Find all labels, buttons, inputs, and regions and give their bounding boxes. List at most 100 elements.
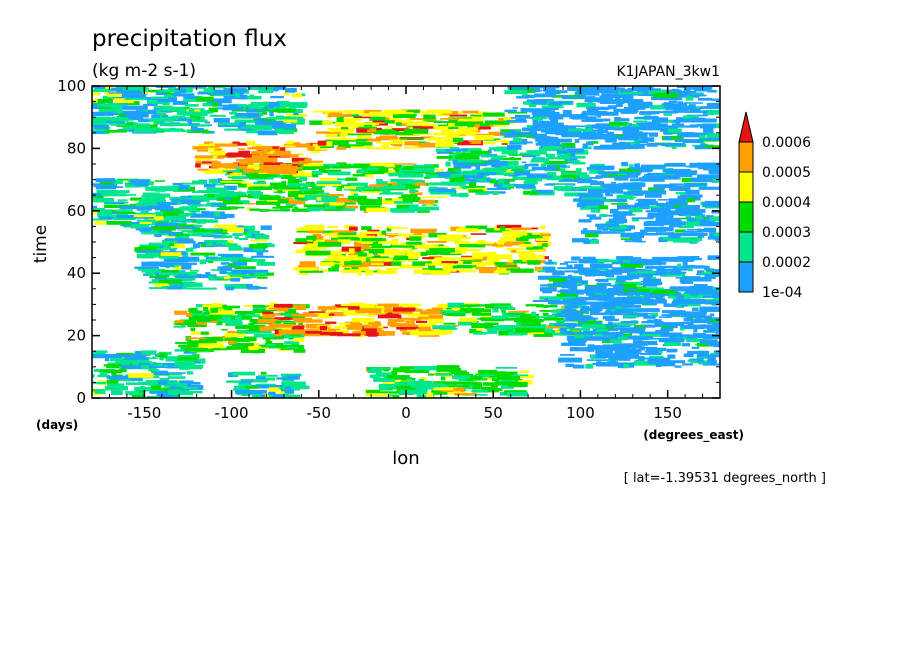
- heatmap-cell: [304, 158, 312, 162]
- heatmap-cell: [379, 135, 398, 139]
- heatmap-cell: [294, 317, 313, 323]
- heatmap-cell: [620, 363, 630, 369]
- heatmap-cell: [279, 163, 293, 167]
- heatmap-cell: [328, 313, 335, 316]
- heatmap-cell: [506, 120, 527, 123]
- heatmap-cell: [416, 320, 428, 324]
- heatmap-cell: [480, 371, 488, 374]
- heatmap-cell: [268, 324, 294, 328]
- heatmap-cell: [138, 123, 151, 127]
- heatmap-cell: [586, 141, 594, 146]
- heatmap-cell: [263, 162, 283, 165]
- heatmap-cell: [706, 109, 720, 115]
- heatmap-cell: [515, 374, 534, 379]
- heatmap-cell: [469, 328, 483, 334]
- heatmap-cell: [125, 184, 140, 188]
- heatmap-cell: [232, 233, 243, 237]
- heatmap-cell: [559, 354, 575, 356]
- heatmap-cell: [359, 231, 382, 236]
- heatmap-cell: [92, 207, 105, 211]
- heatmap-cell: [622, 259, 631, 264]
- heatmap-cell: [511, 129, 520, 133]
- heatmap-cell: [482, 123, 492, 127]
- heatmap-cell: [541, 142, 561, 147]
- heatmap-cell: [468, 189, 484, 193]
- heatmap-cell: [255, 234, 270, 240]
- heatmap-cell: [158, 279, 183, 284]
- heatmap-cell: [234, 266, 256, 270]
- heatmap-cell: [714, 236, 720, 241]
- heatmap-cell: [661, 310, 682, 314]
- heatmap-cell: [291, 313, 318, 317]
- heatmap-cell: [242, 383, 252, 388]
- heatmap-cell: [205, 272, 211, 276]
- heatmap-cell: [214, 107, 229, 110]
- heatmap-cell: [681, 343, 691, 347]
- heatmap-cell: [186, 322, 207, 325]
- heatmap-cell: [284, 311, 293, 314]
- heatmap-cell: [432, 381, 445, 384]
- heatmap-cell: [409, 236, 422, 241]
- heatmap-cell: [235, 389, 257, 394]
- heatmap-cell: [277, 190, 283, 194]
- heatmap-cell: [596, 90, 617, 93]
- heatmap-cell: [261, 393, 269, 398]
- heatmap-cell: [325, 133, 338, 138]
- heatmap-cell: [104, 201, 125, 205]
- heatmap-cell: [713, 345, 720, 348]
- heatmap-cell: [339, 133, 346, 138]
- heatmap-cell: [131, 393, 146, 398]
- heatmap-cell: [471, 150, 490, 155]
- heatmap-cell: [576, 132, 598, 137]
- heatmap-cell: [677, 210, 702, 216]
- heatmap-cell: [395, 132, 421, 136]
- heatmap-cell: [376, 179, 383, 182]
- heatmap-cell: [671, 270, 682, 275]
- heatmap-cell: [664, 341, 681, 346]
- heatmap-cell: [697, 235, 705, 238]
- heatmap-cell: [472, 386, 496, 390]
- heatmap-cell: [281, 320, 301, 323]
- heatmap-cell: [251, 87, 260, 90]
- heatmap-cell: [531, 189, 553, 194]
- heatmap-cell: [204, 141, 213, 145]
- heatmap-cell: [287, 179, 299, 184]
- heatmap-cell: [303, 163, 324, 167]
- heatmap-cell: [425, 250, 451, 255]
- heatmap-cell: [107, 383, 125, 387]
- heatmap-cell: [155, 211, 163, 215]
- heatmap-cell: [605, 324, 619, 327]
- heatmap-cell: [573, 329, 580, 333]
- heatmap-cell: [494, 262, 507, 265]
- heatmap-cell: [643, 316, 656, 319]
- heatmap-cell: [235, 225, 256, 230]
- heatmap-cell: [209, 320, 218, 323]
- heatmap-cell: [600, 214, 607, 218]
- heatmap-cell: [567, 316, 584, 319]
- heatmap-cell: [526, 94, 536, 99]
- heatmap-cell: [160, 252, 182, 257]
- heatmap-cell: [111, 190, 130, 194]
- heatmap-cell: [607, 321, 613, 325]
- heatmap-cell: [110, 354, 136, 358]
- heatmap-cell: [255, 110, 265, 113]
- heatmap-cell: [282, 322, 297, 325]
- heatmap-cell: [647, 299, 667, 304]
- heatmap-cell: [352, 250, 364, 255]
- heatmap-cell: [122, 86, 147, 91]
- heatmap-cell: [175, 233, 190, 236]
- heatmap-cell: [172, 93, 195, 97]
- heatmap-cell: [123, 194, 137, 196]
- heatmap-cell: [99, 182, 114, 185]
- heatmap-cell: [650, 105, 673, 110]
- heatmap-cell: [711, 210, 720, 214]
- colorbar-swatch: [738, 261, 754, 293]
- heatmap-cell: [508, 174, 518, 177]
- heatmap-cell: [149, 275, 170, 278]
- heatmap-cell: [92, 111, 114, 116]
- heatmap-cell: [260, 195, 281, 200]
- heatmap-cell: [465, 132, 475, 136]
- heatmap-cell: [190, 204, 209, 207]
- heatmap-cell: [396, 385, 411, 390]
- heatmap-cell: [202, 161, 212, 164]
